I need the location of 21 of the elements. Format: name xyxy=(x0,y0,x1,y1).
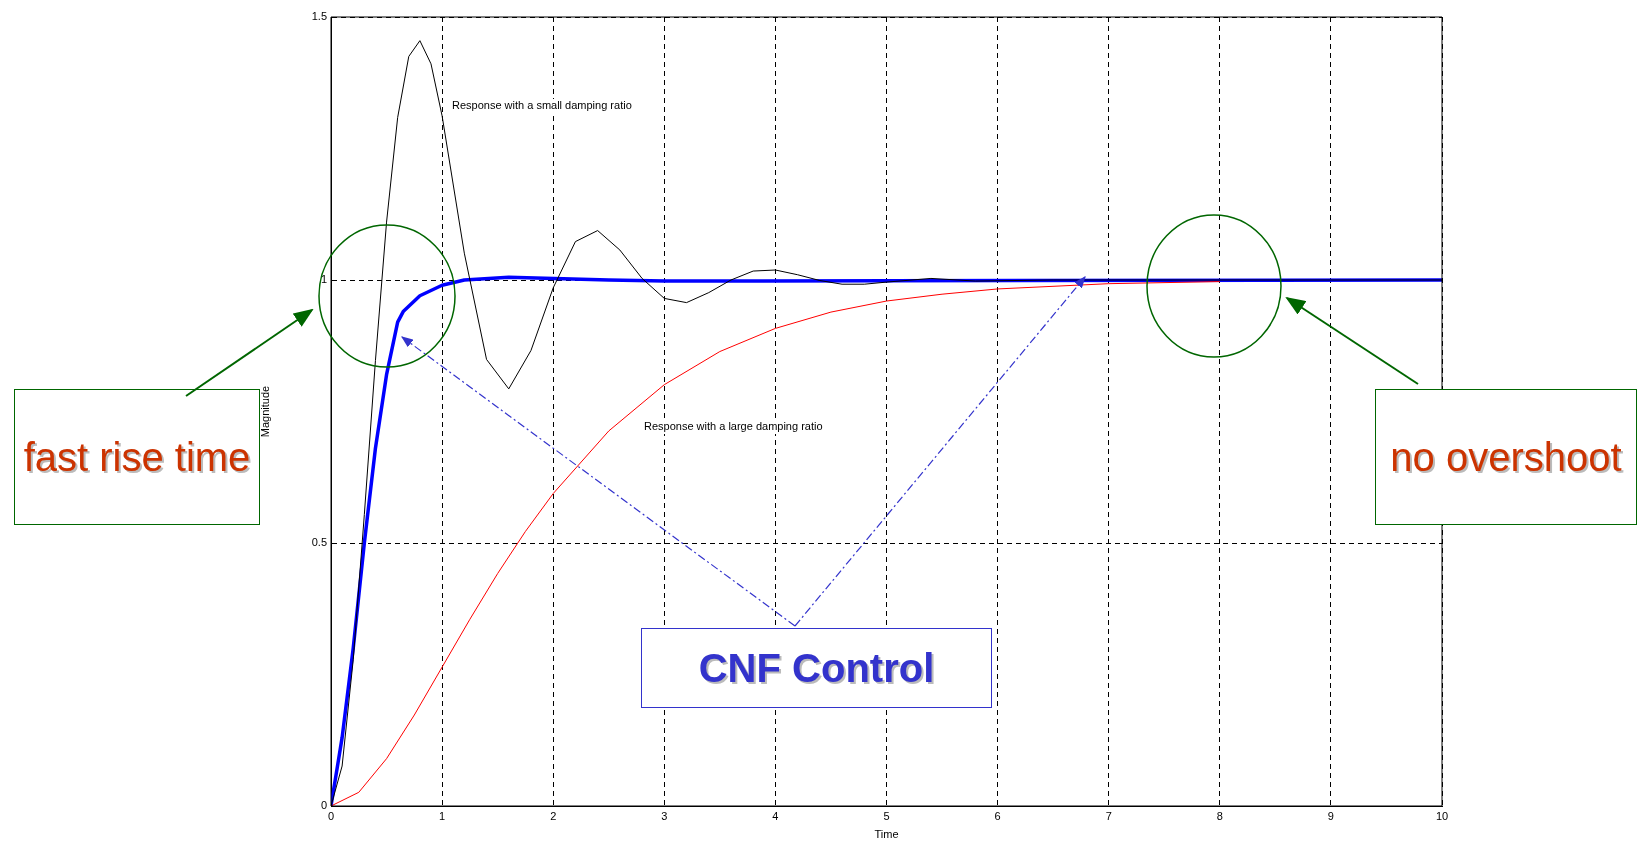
annotation: CNF Control xyxy=(698,645,935,692)
text: fast rise time xyxy=(23,434,251,481)
y-tick-label: 0 xyxy=(320,799,327,812)
x-tick-label: 9 xyxy=(1327,809,1334,822)
x-tick-label: 4 xyxy=(772,809,779,822)
x-tick-label: 5 xyxy=(883,809,890,822)
x-tick-label: 2 xyxy=(550,809,557,822)
annotation: no overshoot xyxy=(1390,434,1622,481)
annotation: Response with a small damping ratio xyxy=(452,99,632,112)
x-tick-label: 6 xyxy=(994,809,1001,822)
x-tick-label: 1 xyxy=(439,809,446,822)
y-tick-label: 1.5 xyxy=(311,10,327,23)
y-axis-title: Magnitude xyxy=(258,385,271,438)
x-tick-label: 8 xyxy=(1216,809,1223,822)
x-tick-label: 3 xyxy=(661,809,668,822)
x-tick-label: 7 xyxy=(1105,809,1112,822)
x-tick-label: 10 xyxy=(1435,809,1449,822)
x-axis-title: Time xyxy=(874,828,899,841)
y-tick-label: 0.5 xyxy=(311,536,327,549)
annotation: Response with a large damping ratio xyxy=(644,420,823,433)
y-tick-label: 1 xyxy=(320,273,327,286)
